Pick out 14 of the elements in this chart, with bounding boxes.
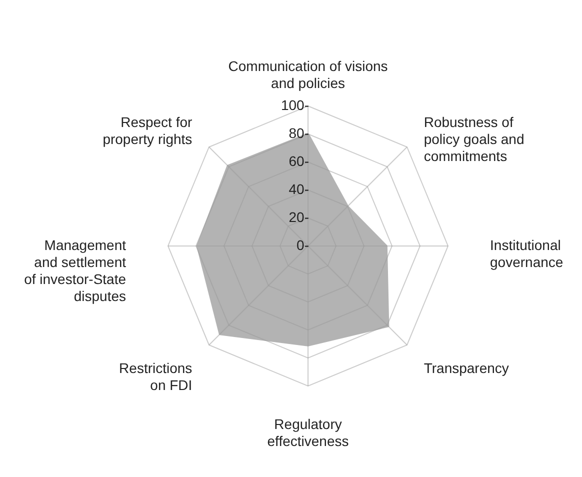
spoke-label: Institutional governance xyxy=(490,236,564,270)
spoke-label: Robustness of policy goals and commitments xyxy=(424,114,524,164)
spoke-label: Management and settlement of investor-State disputes xyxy=(24,236,126,304)
y-tick-label: 100- xyxy=(280,96,310,113)
spoke-label: Transparency xyxy=(424,360,509,376)
y-tick-label: 0- xyxy=(296,236,310,253)
y-tick-label: 80- xyxy=(288,124,310,141)
spoke-label: Restrictions on FDI xyxy=(119,360,192,393)
spoke-label: Communication of visions and policies xyxy=(228,58,388,91)
y-tick-label: 20- xyxy=(288,208,310,225)
spoke-label: Regulatory effectiveness xyxy=(267,416,349,450)
y-tick-label: 40- xyxy=(288,180,310,197)
y-tick-label: 60- xyxy=(288,152,310,169)
spoke-label: Respect for property rights xyxy=(102,114,193,148)
